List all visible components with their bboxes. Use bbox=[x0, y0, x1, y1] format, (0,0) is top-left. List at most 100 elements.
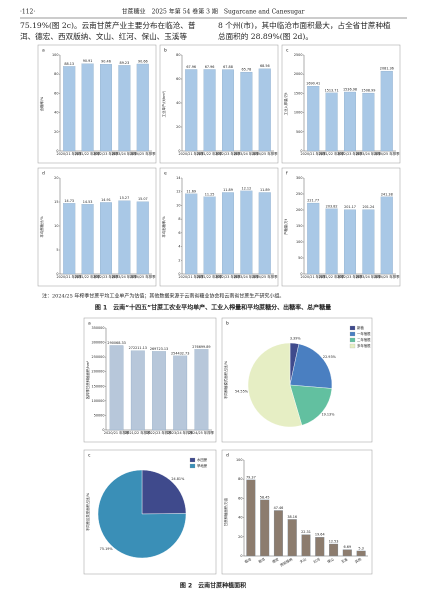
x-tick-label: 2024/25 年榨季 bbox=[130, 151, 156, 156]
x-tick-label: 2020/21 年榨季 bbox=[179, 274, 205, 279]
bar bbox=[258, 192, 271, 275]
y-tick-label: 2 bbox=[178, 258, 180, 262]
data-label: 12.12 bbox=[242, 186, 252, 190]
y-tick-label: 20 bbox=[54, 130, 58, 134]
bar bbox=[315, 537, 325, 557]
x-tick-label: 2023/24 年榨季 bbox=[356, 151, 382, 156]
bar bbox=[356, 550, 366, 557]
panel-letter: c bbox=[88, 454, 91, 459]
x-tick-label: 2022/23 年榨季 bbox=[337, 274, 363, 279]
y-axis-label: 不同种植模式面积占比/% bbox=[223, 360, 228, 399]
y-tick-label: 100 bbox=[52, 53, 58, 57]
panel-frame bbox=[281, 44, 401, 164]
y-axis-label: 工业单产/(t/hm²) bbox=[161, 90, 166, 117]
data-label: 14.73 bbox=[64, 199, 74, 203]
bar bbox=[130, 350, 145, 431]
data-label: 1536.98 bbox=[343, 87, 357, 91]
data-label: 79.37 bbox=[246, 475, 256, 479]
bar bbox=[329, 543, 339, 557]
body-line: 8 个州(市)，其中临沧市面积最大，占全省甘蔗种植 bbox=[218, 20, 391, 30]
x-tick-label: 2024/25 年榨季 bbox=[374, 151, 400, 156]
y-tick-label: 0 bbox=[102, 428, 104, 432]
x-tick-label: 2024/25 年榨季 bbox=[252, 274, 278, 279]
data-label: 1508.99 bbox=[361, 89, 375, 93]
bar bbox=[185, 193, 198, 275]
data-label: 22.31 bbox=[301, 530, 311, 534]
figure-caption: 图 1 云南“十四五”甘蔗工农业平均单产、工业入榨量和平均蔗糖分、出糖率、总产糖… bbox=[95, 304, 331, 312]
x-tick-label: 2022/23 年榨季 bbox=[146, 430, 172, 435]
x-tick-label: 2022/23 年榨季 bbox=[215, 151, 241, 156]
y-tick-label: 150000 bbox=[92, 384, 105, 388]
x-tick-label: 2022/23 年榨季 bbox=[93, 151, 119, 156]
data-label: 58.45 bbox=[260, 495, 270, 499]
pie-slice bbox=[289, 343, 333, 389]
x-tick-label: 德宏 bbox=[271, 556, 280, 564]
y-tick-label: 0 bbox=[56, 272, 58, 276]
x-tick-label: 2023/24 年榨季 bbox=[234, 151, 260, 156]
data-label: 88.13 bbox=[64, 62, 74, 66]
x-tick-label: 西双版纳 bbox=[279, 556, 294, 567]
data-label: 90.91 bbox=[83, 59, 93, 63]
legend-swatch bbox=[349, 343, 356, 349]
x-tick-label: 普洱 bbox=[257, 556, 266, 564]
y-tick-label: 40 bbox=[176, 101, 180, 105]
x-tick-label: 玉溪 bbox=[340, 556, 349, 564]
data-label: 11.69 bbox=[186, 189, 196, 193]
data-label: 221.77 bbox=[307, 199, 319, 203]
bar bbox=[118, 200, 131, 275]
legend-label: 水田蔗 bbox=[197, 457, 208, 462]
y-axis-label: 平均出糖率/% bbox=[161, 216, 166, 238]
y-tick-label: 5 bbox=[56, 248, 58, 252]
data-label: 15.27 bbox=[120, 196, 130, 200]
y-axis-label: 甘蔗种植面积/万亩 bbox=[223, 497, 228, 526]
y-tick-label: 2500 bbox=[294, 53, 303, 57]
panel-letter: a bbox=[88, 322, 91, 327]
data-label: 272211.13 bbox=[129, 346, 147, 350]
data-label: 67.88 bbox=[223, 65, 233, 69]
bar bbox=[362, 209, 375, 275]
bar bbox=[109, 345, 124, 431]
data-label: 90.46 bbox=[101, 60, 111, 64]
y-tick-label: 14 bbox=[176, 176, 180, 180]
bar bbox=[325, 92, 338, 152]
y-tick-label: 100000 bbox=[92, 399, 105, 403]
data-label: 19.64 bbox=[315, 533, 325, 537]
bar bbox=[344, 209, 356, 275]
bar bbox=[287, 519, 297, 557]
x-tick-label: 2024/25 年榨季 bbox=[130, 274, 156, 279]
y-tick-label: 350000 bbox=[92, 326, 105, 330]
y-tick-label: 200000 bbox=[92, 370, 105, 374]
bar bbox=[81, 204, 94, 275]
bar bbox=[118, 65, 131, 152]
bar bbox=[222, 192, 234, 275]
bar bbox=[240, 71, 253, 152]
legend-label: 新植 bbox=[357, 325, 364, 330]
body-line: 75.19%(图 2c)。云南甘蔗产业主要分布在临沧、普 bbox=[20, 20, 196, 30]
data-label: 1513.71 bbox=[325, 88, 339, 92]
x-tick-label: 2023/24 年榨季 bbox=[112, 151, 138, 156]
legend-label: 旱地蔗 bbox=[197, 463, 208, 468]
data-label: 1690.41 bbox=[306, 82, 320, 86]
y-tick-label: 15 bbox=[54, 200, 58, 204]
bar bbox=[100, 64, 112, 152]
data-label: 65.78 bbox=[242, 68, 252, 72]
data-label: 67.96 bbox=[186, 65, 196, 69]
x-tick-label: 2023/24 年榨季 bbox=[112, 274, 138, 279]
y-tick-label: 300 bbox=[296, 176, 302, 180]
y-axis-label: 各榨季甘蔗种植面积/hm² bbox=[85, 360, 90, 399]
x-tick-label: 其他 bbox=[354, 556, 363, 564]
x-tick-label: 2021/22 年榨季 bbox=[75, 151, 101, 156]
y-axis-label: 不同蔗区类型面积占比/% bbox=[85, 492, 90, 531]
data-label: 90.66 bbox=[138, 59, 148, 63]
bar bbox=[246, 479, 256, 557]
y-tick-label: 100 bbox=[296, 240, 302, 244]
y-axis-label: 产糖量/万t bbox=[283, 218, 288, 235]
panel-letter: c bbox=[286, 49, 289, 54]
page-number: ·112· bbox=[20, 9, 35, 16]
slice-label: 75.19% bbox=[100, 547, 114, 551]
x-tick-label: 2022/23 年榨季 bbox=[337, 151, 363, 156]
x-tick-label: 2020/21 年榨季 bbox=[104, 430, 130, 435]
slice-label: 3.39% bbox=[290, 336, 302, 340]
y-tick-label: 150 bbox=[296, 224, 302, 228]
x-tick-label: 2023/24 年榨季 bbox=[168, 430, 194, 435]
